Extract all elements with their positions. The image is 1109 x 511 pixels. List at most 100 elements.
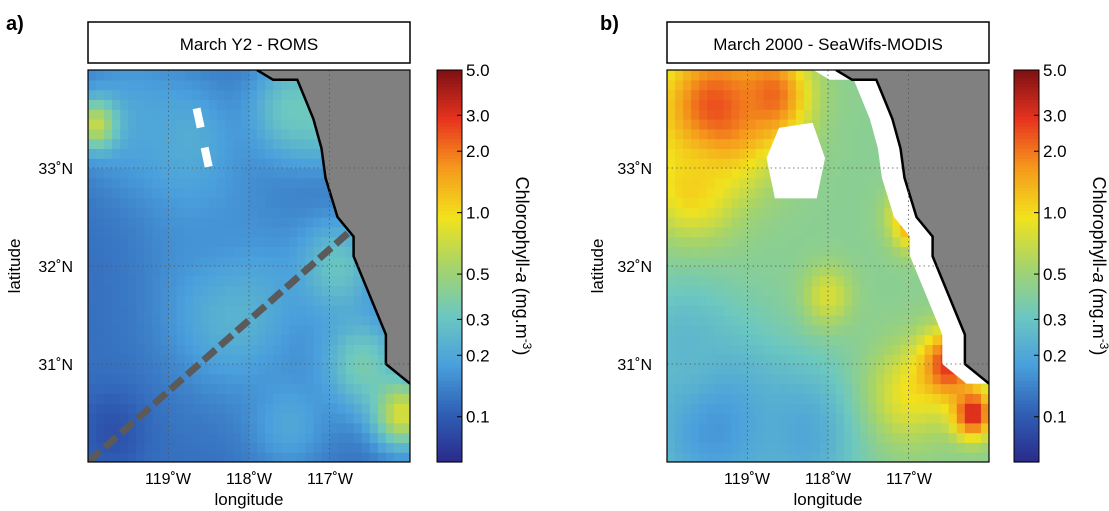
a-heat-cell [369,452,379,462]
a-heat-cell [273,197,282,208]
b-heat-cell [739,197,749,208]
a-heat-cell [136,197,145,208]
b-heat-cell [755,403,765,414]
b-heat-cell [699,89,708,100]
b-heat-cell [811,109,821,120]
a-heat-cell [273,305,282,316]
b-heat-cell [819,432,829,443]
a-heat-cell [313,177,323,189]
a-heat-cell [297,246,306,257]
a-heat-cell [208,89,218,100]
a-heat-cell [168,70,178,81]
a-heat-cell [216,295,226,306]
a-heat-cell [168,266,178,277]
b-heat-cell [723,266,732,277]
a-heat-cell [112,256,121,267]
b-heat-cell [763,207,773,218]
a-heat-cell [120,207,129,218]
a-heat-cell [313,432,323,443]
a-heat-cell [128,393,137,404]
b-heat-cell [755,393,765,404]
b-heat-cell [667,226,676,238]
cb-a-colorbar-band [437,419,462,424]
b-heat-cell [771,236,781,247]
a-heat-cell [184,344,194,355]
a-heat-cell [265,158,274,169]
panel-b-colorbar-frame [1013,69,1040,463]
a-heat-cell [281,344,290,355]
b-heat-cell [852,393,861,404]
a-heat-cell [96,197,105,208]
a-heat-cell [249,275,258,287]
a-heat-cell [88,422,97,434]
b-heat-cell [667,236,676,247]
b-heat-cell [731,246,741,257]
a-heat-cell [104,70,113,81]
b-heat-cell [884,324,893,336]
b-heat-cell [683,217,692,228]
a-heat-cell [313,305,323,316]
a-heat-cell [289,158,298,169]
b-heat-cell [715,197,724,208]
b-heat-cell [948,413,958,424]
b-heat-cell [892,315,902,326]
b-heat-cell [739,168,749,179]
b-heat-cell [715,275,724,287]
a-heat-cell [88,236,97,247]
a-heat-cell [224,432,234,443]
b-heat-cell [747,109,757,120]
b-heat-cell [747,256,757,267]
a-heat-cell [152,217,162,228]
cb-b-colorbar-band [1014,76,1039,81]
b-heat-cell [811,432,821,443]
b-heat-cell [900,452,910,462]
a-heat-cell [128,138,137,149]
b-heat-cell [876,324,885,336]
panel-a-masked-pixel [200,146,213,168]
a-heat-cell [192,354,202,365]
a-heat-cell [184,109,194,120]
b-heat-cell [683,275,692,287]
b-heat-cell [964,432,974,443]
b-heat-cell [755,138,765,149]
b-heat-cell [819,373,829,385]
b-heat-cell [675,344,684,355]
b-heat-cell [844,432,853,443]
a-heat-cell [216,109,226,120]
a-heat-cell [200,295,210,306]
a-heat-cell [289,187,298,198]
a-heat-cell [184,393,194,404]
a-heat-cell [329,413,339,424]
b-heat-cell [771,413,781,424]
b-heat-cell [828,452,837,462]
b-heat-cell [779,246,789,257]
a-heat-cell [224,275,234,287]
b-heat-cell [675,295,684,306]
a-heat-cell [96,266,105,277]
a-heat-cell [168,148,178,159]
b-heat-cell [723,285,732,296]
a-heat-cell [232,442,242,453]
cb-b-colorbar-band [1014,373,1039,378]
a-heat-cell [289,442,298,453]
b-heat-cell [715,403,724,414]
b-heat-cell [932,373,942,385]
b-heat-cell [715,413,724,424]
b-heat-cell [723,226,732,238]
cb-a-colorbar-band [437,383,462,388]
b-heat-cell [868,187,877,198]
b-heat-cell [844,207,853,218]
b-heat-cell [900,364,910,375]
a-heat-cell [353,266,363,277]
b-heat-cell [819,442,829,453]
a-heat-cell [329,226,339,238]
a-heat-cell [401,413,410,424]
a-heat-cell [88,226,97,238]
b-heat-cell [763,422,773,434]
b-heat-cell [844,364,853,375]
a-heat-cell [289,305,298,316]
b-heat-cell [731,295,741,306]
a-heat-cell [232,295,242,306]
b-heat-cell [723,442,732,453]
b-heat-cell [811,344,821,355]
